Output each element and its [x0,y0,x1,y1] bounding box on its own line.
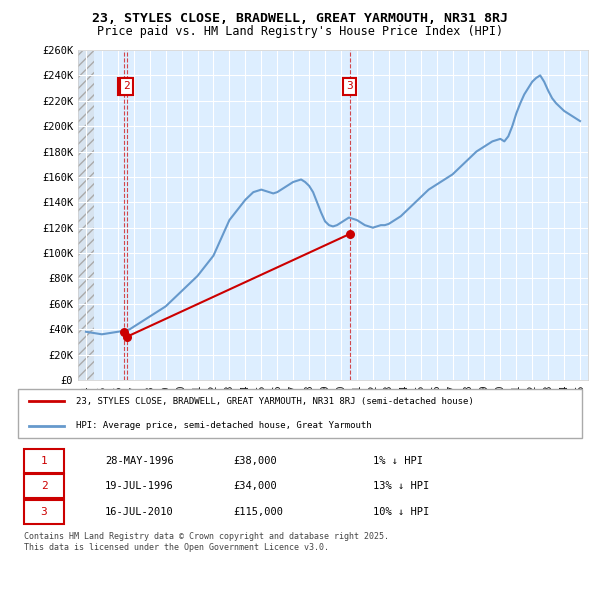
Text: 16-JUL-2010: 16-JUL-2010 [105,507,174,517]
Text: Price paid vs. HM Land Registry's House Price Index (HPI): Price paid vs. HM Land Registry's House … [97,25,503,38]
Text: £34,000: £34,000 [233,481,277,491]
FancyBboxPatch shape [23,449,64,473]
Bar [78,50,94,380]
Text: 3: 3 [41,507,47,517]
Bar [78,50,94,380]
Text: 13% ↓ HPI: 13% ↓ HPI [373,481,429,491]
Text: £115,000: £115,000 [233,507,283,517]
FancyBboxPatch shape [23,500,64,524]
Point [122,332,131,342]
Text: 28-MAY-1996: 28-MAY-1996 [105,456,174,466]
Text: 1: 1 [121,81,128,91]
Text: HPI: Average price, semi-detached house, Great Yarmouth: HPI: Average price, semi-detached house,… [76,421,371,430]
Text: 1: 1 [41,456,47,466]
Text: 19-JUL-1996: 19-JUL-1996 [105,481,174,491]
FancyBboxPatch shape [23,474,64,498]
Text: 1% ↓ HPI: 1% ↓ HPI [373,456,423,466]
Text: £38,000: £38,000 [233,456,277,466]
Point [119,327,129,336]
Text: 23, STYLES CLOSE, BRADWELL, GREAT YARMOUTH, NR31 8RJ (semi-detached house): 23, STYLES CLOSE, BRADWELL, GREAT YARMOU… [76,397,474,406]
Text: 3: 3 [346,81,353,91]
Text: 10% ↓ HPI: 10% ↓ HPI [373,507,429,517]
Text: Contains HM Land Registry data © Crown copyright and database right 2025.
This d: Contains HM Land Registry data © Crown c… [23,532,389,552]
Text: 2: 2 [41,481,47,491]
Text: 23, STYLES CLOSE, BRADWELL, GREAT YARMOUTH, NR31 8RJ: 23, STYLES CLOSE, BRADWELL, GREAT YARMOU… [92,12,508,25]
FancyBboxPatch shape [18,389,583,438]
Point [345,230,355,239]
Text: 2: 2 [123,81,130,91]
